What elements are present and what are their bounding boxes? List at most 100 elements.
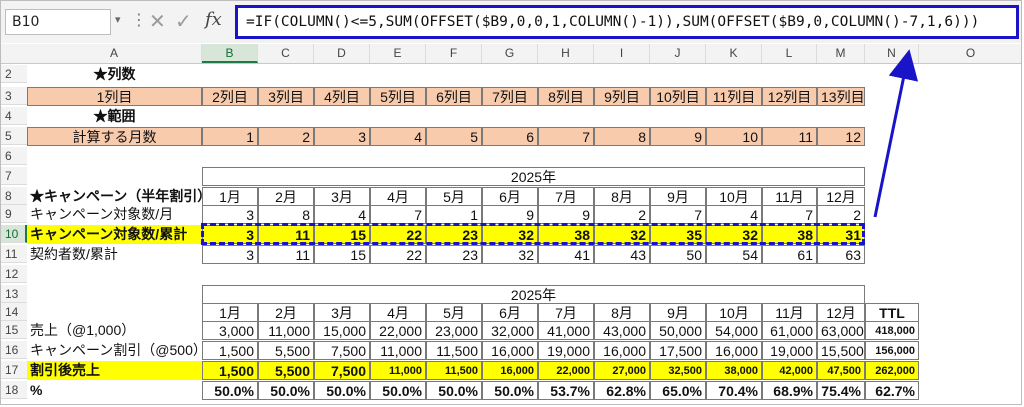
discount-cell[interactable]: 11,000 (370, 341, 426, 360)
column-label-cell[interactable]: 8列目 (538, 87, 594, 106)
row-header-12[interactable]: 12 (1, 265, 27, 283)
month-header[interactable]: 9月 (650, 187, 706, 206)
column-label-cell[interactable]: 12列目 (762, 87, 817, 106)
campaign-cumulative-cell[interactable]: 32 (482, 225, 538, 244)
months-to-calc-cell[interactable]: 4 (370, 127, 426, 146)
enter-icon[interactable]: ✓ (175, 9, 192, 33)
month-header[interactable]: 4月 (370, 187, 426, 206)
sales-cell[interactable]: 61,000 (762, 321, 817, 340)
insert-function-icon[interactable]: fx (205, 9, 222, 30)
contracts-cumulative-label[interactable]: 契約者数/累計 (30, 246, 118, 262)
month-header[interactable]: 3月 (314, 187, 370, 206)
discount-ttl[interactable]: 156,000 (865, 341, 919, 360)
row-header-14[interactable]: 14 (1, 303, 27, 321)
ttl-header[interactable]: TTL (865, 303, 919, 322)
sales-cell[interactable]: 15,000 (314, 321, 370, 340)
months-to-calc-cell[interactable]: 12 (817, 127, 865, 146)
contracts-cumulative-cell[interactable]: 15 (314, 245, 370, 264)
month-header-2[interactable]: 11月 (762, 303, 817, 322)
month-header[interactable]: 12月 (817, 187, 865, 206)
column-label-cell[interactable]: 5列目 (370, 87, 426, 106)
percent-cell[interactable]: 65.0% (650, 381, 706, 400)
campaign-monthly-cell[interactable]: 1 (426, 205, 482, 224)
column-header-f[interactable]: F (426, 44, 482, 63)
section-title-columns[interactable]: ★列数 (93, 66, 136, 82)
discount-label[interactable]: キャンペーン割引（@500） (30, 342, 202, 358)
month-header-2[interactable]: 8月 (594, 303, 650, 322)
column-label-cell[interactable]: 10列目 (650, 87, 706, 106)
column-header-n[interactable]: N (865, 44, 919, 63)
column-header-g[interactable]: G (482, 44, 538, 63)
campaign-cumulative-cell[interactable]: 11 (258, 225, 314, 244)
column-label-cell[interactable]: 2列目 (202, 87, 258, 106)
sales-cell[interactable]: 41,000 (538, 321, 594, 340)
contracts-cumulative-cell[interactable]: 41 (538, 245, 594, 264)
discount-cell[interactable]: 15,500 (817, 341, 865, 360)
month-header-2[interactable]: 5月 (426, 303, 482, 322)
discount-cell[interactable]: 11,500 (426, 341, 482, 360)
months-to-calc-cell[interactable]: 1 (202, 127, 258, 146)
sales-cell[interactable]: 32,000 (482, 321, 538, 340)
campaign-monthly-cell[interactable]: 9 (538, 205, 594, 224)
net-sales-cell[interactable]: 27,000 (594, 361, 650, 380)
campaign-cumulative-label[interactable]: キャンペーン対象数/累計 (27, 225, 202, 244)
contracts-cumulative-cell[interactable]: 43 (594, 245, 650, 264)
months-to-calc-cell[interactable]: 8 (594, 127, 650, 146)
campaign-monthly-cell[interactable]: 2 (817, 205, 865, 224)
month-header[interactable]: 8月 (594, 187, 650, 206)
percent-cell[interactable]: 50.0% (202, 381, 258, 400)
campaign-monthly-cell[interactable]: 7 (762, 205, 817, 224)
discount-cell[interactable]: 16,000 (594, 341, 650, 360)
discount-cell[interactable]: 16,000 (706, 341, 762, 360)
campaign-cumulative-cell[interactable]: 31 (817, 225, 865, 244)
campaign-monthly-cell[interactable]: 4 (706, 205, 762, 224)
column-header-d[interactable]: D (314, 44, 370, 63)
percent-label[interactable]: % (30, 382, 43, 398)
sales-cell[interactable]: 11,000 (258, 321, 314, 340)
name-box[interactable]: B10 (5, 9, 111, 35)
row-header-8[interactable]: 8 (1, 187, 27, 205)
percent-cell[interactable]: 68.9% (762, 381, 817, 400)
discount-cell[interactable]: 5,500 (258, 341, 314, 360)
column-header-l[interactable]: L (762, 44, 817, 63)
months-to-calc-cell[interactable]: 3 (314, 127, 370, 146)
net-sales-cell[interactable]: 5,500 (258, 361, 314, 380)
month-header-2[interactable]: 7月 (538, 303, 594, 322)
campaign-monthly-cell[interactable]: 9 (482, 205, 538, 224)
campaign-cumulative-cell[interactable]: 3 (202, 225, 258, 244)
net-sales-cell[interactable]: 38,000 (706, 361, 762, 380)
month-header[interactable]: 5月 (426, 187, 482, 206)
months-to-calc-cell[interactable]: 10 (706, 127, 762, 146)
row-header-10[interactable]: 10 (1, 225, 27, 243)
cancel-icon[interactable]: ✕ (149, 9, 166, 33)
row-header-7[interactable]: 7 (1, 167, 27, 185)
row-header-11[interactable]: 11 (1, 245, 27, 263)
year-header-2[interactable]: 2025年 (202, 285, 865, 304)
net-sales-cell[interactable]: 42,000 (762, 361, 817, 380)
column-header-a[interactable]: A (27, 44, 202, 63)
contracts-cumulative-cell[interactable]: 63 (817, 245, 865, 264)
percent-ttl[interactable]: 62.7% (865, 381, 919, 400)
contracts-cumulative-cell[interactable]: 54 (706, 245, 762, 264)
row-header-6[interactable]: 6 (1, 147, 27, 165)
contracts-cumulative-cell[interactable]: 32 (482, 245, 538, 264)
column-header-i[interactable]: I (594, 44, 650, 63)
row-header-5[interactable]: 5 (1, 127, 27, 145)
month-header[interactable]: 1月 (202, 187, 258, 206)
percent-cell[interactable]: 50.0% (314, 381, 370, 400)
sales-cell[interactable]: 43,000 (594, 321, 650, 340)
column-label-cell[interactable]: 4列目 (314, 87, 370, 106)
column-header-o[interactable]: O (919, 44, 1021, 63)
sales-ttl[interactable]: 418,000 (865, 321, 919, 340)
month-header-2[interactable]: 1月 (202, 303, 258, 322)
campaign-cumulative-cell[interactable]: 38 (762, 225, 817, 244)
contracts-cumulative-cell[interactable]: 50 (650, 245, 706, 264)
column-header-k[interactable]: K (706, 44, 762, 63)
month-header-2[interactable]: 10月 (706, 303, 762, 322)
percent-cell[interactable]: 50.0% (482, 381, 538, 400)
months-to-calc-cell[interactable]: 6 (482, 127, 538, 146)
net-sales-cell[interactable]: 11,000 (370, 361, 426, 380)
month-header-2[interactable]: 3月 (314, 303, 370, 322)
campaign-title[interactable]: ★キャンペーン（半年割引） (30, 188, 202, 204)
percent-cell[interactable]: 53.7% (538, 381, 594, 400)
